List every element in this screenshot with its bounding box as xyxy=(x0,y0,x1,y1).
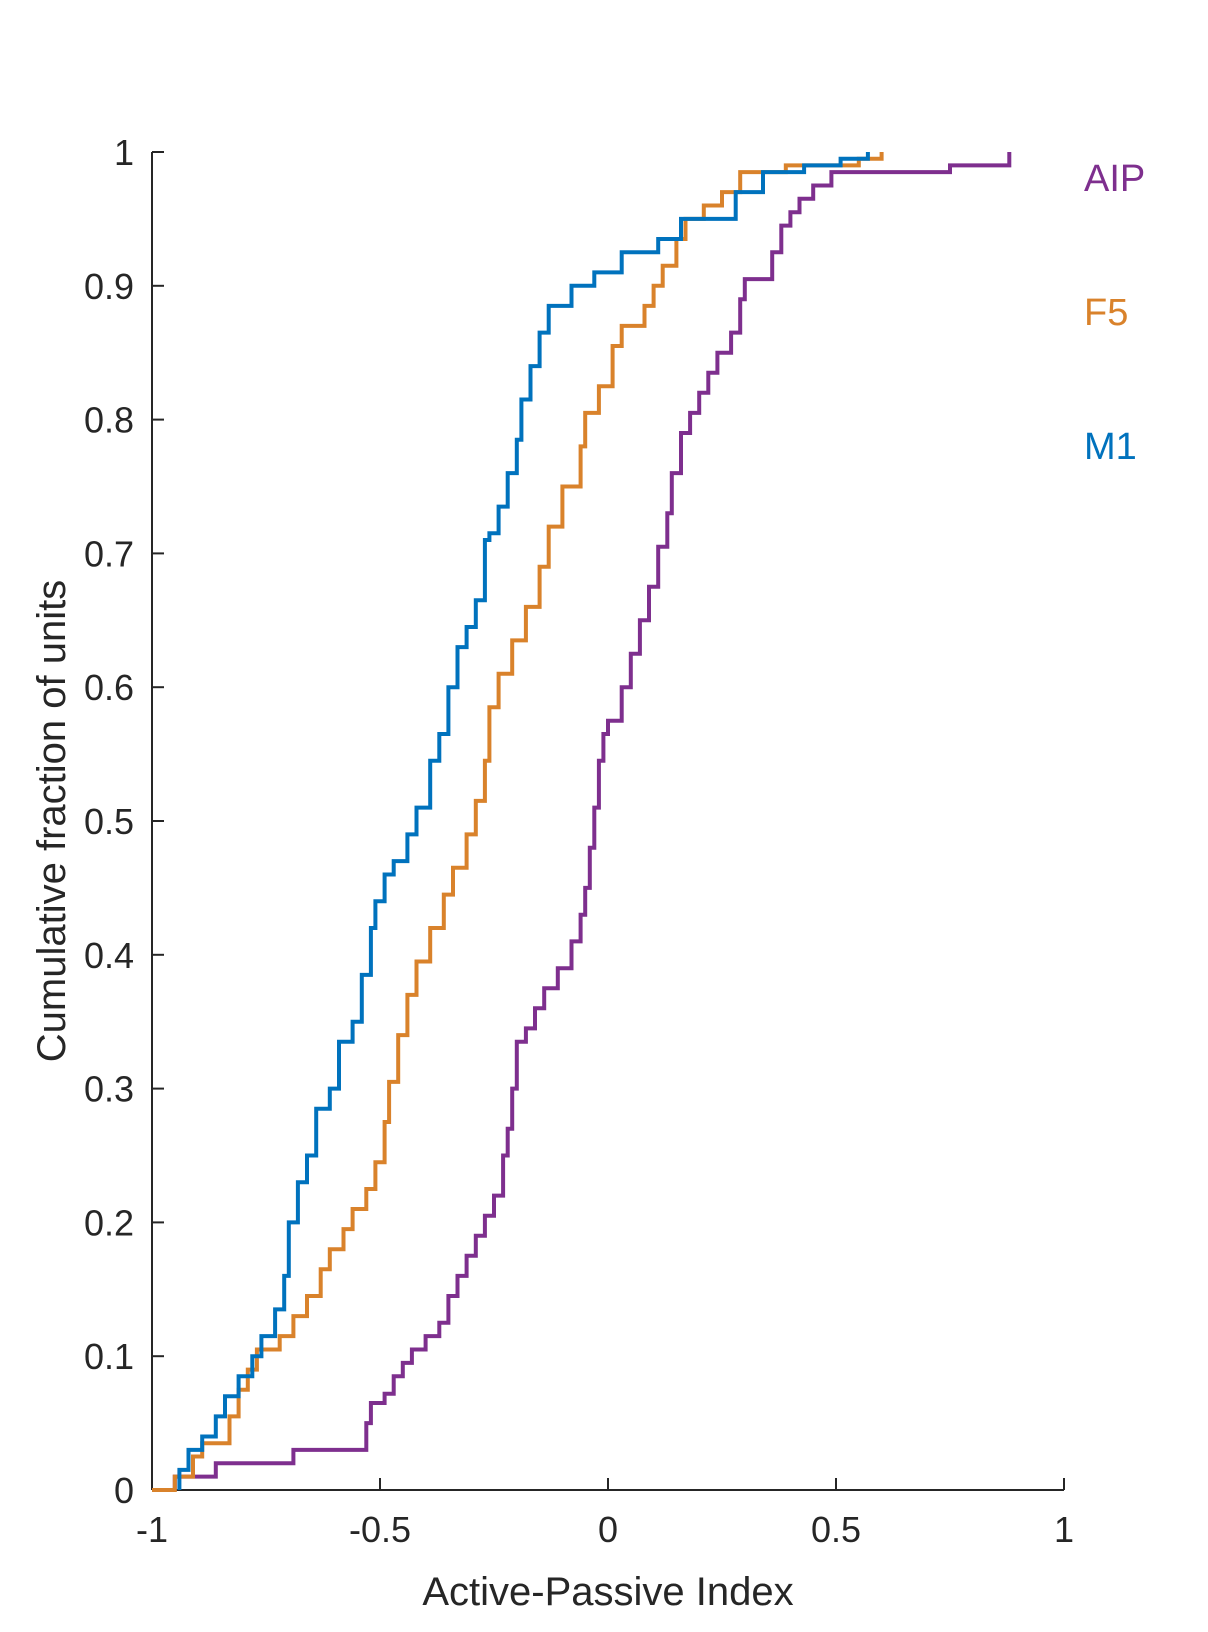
legend: AIP F5 M1 xyxy=(1084,158,1145,468)
x-tick-label: 1 xyxy=(1054,1509,1074,1550)
series-line-f5 xyxy=(152,152,884,1492)
x-tick-label: -0.5 xyxy=(349,1509,411,1550)
y-tick-label: 0.8 xyxy=(84,400,134,441)
x-tick-label: 0.5 xyxy=(811,1509,861,1550)
y-axis-label: Cumulative fraction of units xyxy=(30,580,74,1062)
y-tick-label: 0.1 xyxy=(84,1336,134,1377)
x-axis-label: Active-Passive Index xyxy=(422,1570,793,1614)
y-tick-label: 0.7 xyxy=(84,533,134,574)
y-tick-label: 0 xyxy=(114,1470,134,1511)
x-tick-label: -1 xyxy=(136,1509,168,1550)
y-tick-label: 0.5 xyxy=(84,801,134,842)
y-tick-label: 0.4 xyxy=(84,935,134,976)
legend-label-m1: M1 xyxy=(1084,426,1137,468)
series-group xyxy=(152,152,1012,1492)
legend-label-f5: F5 xyxy=(1084,292,1128,334)
y-tick-label: 0.2 xyxy=(84,1202,134,1243)
y-tick-label: 0.3 xyxy=(84,1069,134,1110)
axes: 0 0.1 0.2 0.3 0.4 0.5 0.6 0.7 0.8 0.9 1 -1 -0.5 0 0.5 1 xyxy=(84,132,1074,1550)
y-tick-label: 1 xyxy=(114,132,134,173)
x-tick-label: 0 xyxy=(598,1509,618,1550)
legend-label-aip: AIP xyxy=(1084,158,1145,200)
y-tick-label: 0.6 xyxy=(84,667,134,708)
y-tick-label: 0.9 xyxy=(84,266,134,307)
series-line-m1 xyxy=(177,152,870,1490)
series-line-aip xyxy=(172,152,1012,1490)
